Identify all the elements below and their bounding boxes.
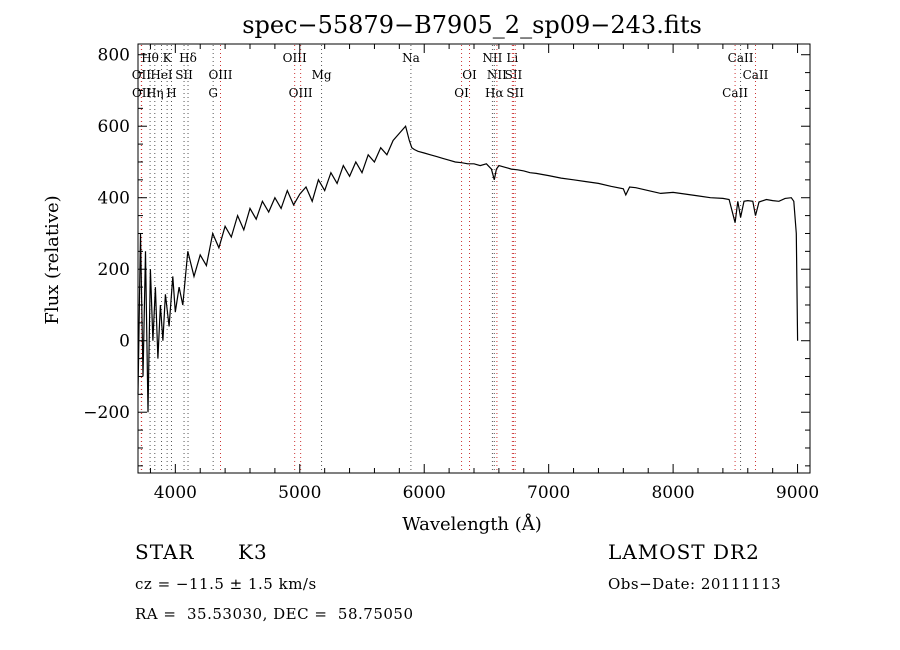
axes bbox=[137, 43, 811, 474]
line-marker-label: K bbox=[163, 51, 173, 65]
x-tick-label: 9000 bbox=[776, 483, 819, 503]
plot-frame bbox=[137, 43, 811, 474]
series-group bbox=[137, 124, 799, 413]
line-marker-label: OII bbox=[132, 86, 152, 100]
line-marker-label: NII bbox=[482, 51, 502, 65]
line-marker-label: OIII bbox=[283, 51, 307, 65]
object-subclass: K3 bbox=[238, 540, 268, 564]
y-axis-label: Flux (relative) bbox=[42, 195, 63, 324]
y-tick-label: 600 bbox=[98, 117, 130, 137]
line-marker-label: H bbox=[166, 86, 176, 100]
y-tick-label: 400 bbox=[98, 189, 130, 209]
obs-date: Obs−Date: 20111113 bbox=[608, 575, 782, 593]
chart-title: spec−55879−B7905_2_sp09−243.fits bbox=[242, 11, 702, 39]
line-marker-label: Na bbox=[402, 51, 420, 65]
line-marker-label: CaII bbox=[743, 68, 769, 82]
line-marker-label: OI bbox=[462, 68, 477, 82]
x-tick-label: 4000 bbox=[154, 483, 197, 503]
line-marker-label: CaII bbox=[722, 86, 748, 100]
x-tick-label: 6000 bbox=[403, 483, 446, 503]
y-tick-label: 800 bbox=[98, 46, 130, 66]
line-marker-label: NII bbox=[487, 68, 507, 82]
line-marker-label: Hδ bbox=[179, 51, 197, 65]
line-marker-label: OI bbox=[454, 86, 469, 100]
object-class: STAR bbox=[135, 540, 195, 564]
line-marker-label: OIII bbox=[208, 68, 232, 82]
tick-labels: 4000 5000 6000 7000 8000 9000 −200 0 200 400 600 80… bbox=[83, 46, 819, 503]
line-marker-label: CaII bbox=[728, 51, 754, 65]
line-marker-label: HeI bbox=[150, 68, 173, 82]
line-marker-label: Mg bbox=[312, 68, 332, 82]
x-tick-label: 8000 bbox=[651, 483, 694, 503]
tick-marks bbox=[138, 44, 810, 473]
x-tick-label: 5000 bbox=[278, 483, 321, 503]
line-marker-label: Hα bbox=[485, 86, 504, 100]
line-marker-label: OII bbox=[132, 68, 152, 82]
line-marker-label: SII bbox=[175, 68, 193, 82]
y-tick-label: 200 bbox=[98, 260, 130, 280]
line-marker-label: Hθ bbox=[141, 51, 159, 65]
x-tick-label: 7000 bbox=[527, 483, 570, 503]
spectrum-line bbox=[137, 124, 799, 413]
y-tick-label: 0 bbox=[119, 332, 130, 352]
x-axis-label: Wavelength (Å) bbox=[402, 513, 542, 535]
line-marker-label: G bbox=[208, 86, 218, 100]
line-marker-label: SII bbox=[505, 68, 523, 82]
line-marker-label: Hη bbox=[146, 86, 164, 100]
line-marker-label: SII bbox=[506, 86, 524, 100]
redshift-line: cz = −11.5 ± 1.5 km/s bbox=[135, 575, 317, 593]
y-tick-label: −200 bbox=[83, 403, 130, 423]
survey-name: LAMOST DR2 bbox=[608, 540, 760, 564]
coordinates: RA = 35.53030, DEC = 58.75050 bbox=[135, 605, 414, 623]
line-marker-label: OIII bbox=[289, 86, 313, 100]
line-marker-label: Li bbox=[506, 51, 518, 65]
